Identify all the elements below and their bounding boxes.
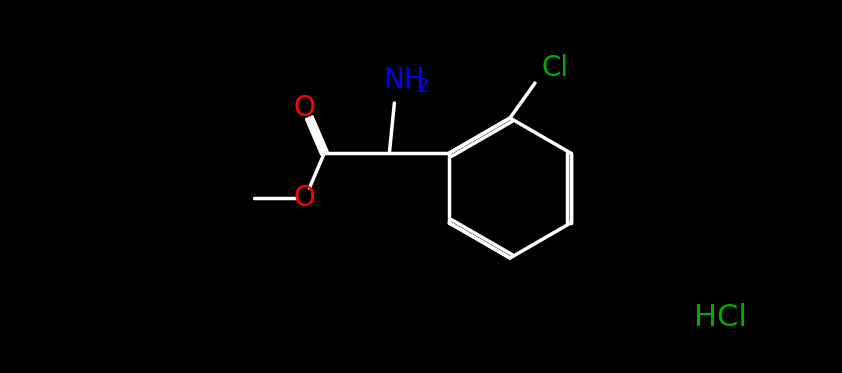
Text: Cl: Cl	[541, 54, 568, 82]
Text: O: O	[294, 94, 315, 122]
Text: O: O	[294, 184, 315, 212]
Text: HCl: HCl	[694, 304, 747, 332]
Text: 2: 2	[416, 76, 429, 95]
Text: NH: NH	[384, 66, 425, 94]
